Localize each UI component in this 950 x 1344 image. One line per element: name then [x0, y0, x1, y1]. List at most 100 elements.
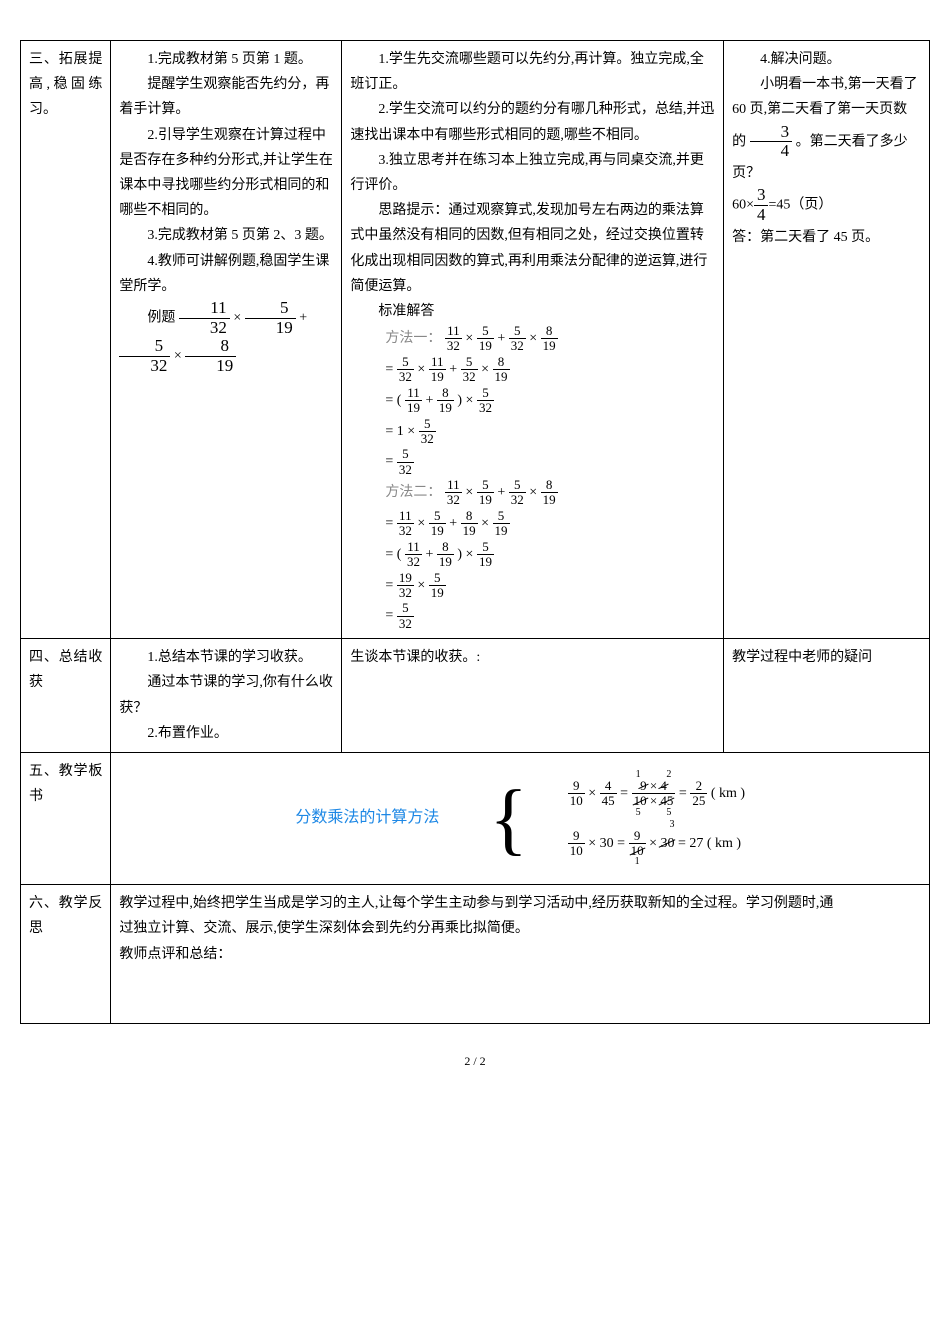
section4-teacher: 1.总结本节课的学习收获。 通过本节课的学习,你有什么收获？ 2.布置作业。 — [111, 639, 342, 753]
m1-f6: 1119 — [429, 355, 446, 385]
m1-label: 方法一： — [385, 331, 441, 346]
m2-f14: 532 — [397, 601, 414, 631]
bl2-sn30: 30 — [660, 827, 674, 861]
frac-3-4: 34 — [750, 123, 793, 161]
s3s-p2: 2.学生交流可以约分的题约分有哪几种形式，总结,并迅速找出课本中有哪些形式相同的… — [350, 97, 715, 147]
m1-f2: 519 — [477, 324, 494, 354]
s3p-eq-suf: =45（页） — [768, 198, 832, 213]
section6-content: 教学过程中,始终把学生当成是学习的主人,让每个学生主动参与到学习活动中,经历获取… — [111, 885, 930, 1024]
m1-f7: 532 — [461, 355, 478, 385]
s3s-p1: 1.学生先交流哪些题可以先约分,再计算。独立完成,全班订正。 — [350, 47, 715, 97]
m1-line5: = 532 — [385, 447, 715, 478]
board-wrap: 分数乘法的计算方法 { 910 × 445 = 1 2 9 × 4 10 — [119, 769, 921, 868]
m1-f13: 532 — [397, 447, 414, 477]
section6-label: 六、教学反思 — [21, 885, 111, 1024]
m1-f9: 1119 — [405, 386, 422, 416]
bl1-f1: 910 — [568, 779, 585, 809]
bl2-bot: 1 — [635, 850, 640, 874]
m1-f8: 819 — [493, 355, 510, 385]
m2-f1: 1132 — [445, 478, 462, 508]
m1-f1: 1132 — [445, 324, 462, 354]
s3t-p4: 3.完成教材第 5 页第 2、3 题。 — [119, 223, 333, 248]
bl1-unit: ( km ) — [711, 786, 745, 801]
frac-3-4b: 34 — [754, 186, 769, 224]
m1-f5: 532 — [397, 355, 414, 385]
m1-line4: = 1 × 532 — [385, 417, 715, 448]
s6-p3: 教师点评和总结： — [119, 942, 921, 967]
m2-line2: = 1132 × 519 + 819 × 519 — [385, 509, 715, 540]
s4t-p1: 1.总结本节课的学习收获。 — [119, 645, 333, 670]
m1-f4: 819 — [541, 324, 558, 354]
m1-f11: 532 — [477, 386, 494, 416]
example-prefix: 例题 — [147, 310, 175, 325]
page-number: 2 / 2 — [20, 1054, 930, 1069]
bl2-30: 30 — [600, 836, 614, 851]
method2: 方法二： 1132 × 519 + 532 × 819 = 1132 × 519… — [385, 478, 715, 632]
m2-line5: = 532 — [385, 601, 715, 632]
bl1-f3: 225 — [690, 779, 707, 809]
s6-p2: 过独立计算、交流、展示,使学生深刻体会到先约分再乘比拟简便。 — [119, 916, 921, 941]
m2-f3: 532 — [509, 478, 526, 508]
section4-student: 生谈本节课的收获。: — [342, 639, 724, 753]
m2-f5: 1132 — [397, 509, 414, 539]
frac-5-32: 532 — [119, 337, 170, 375]
m1-f12: 532 — [419, 417, 436, 447]
frac-8-19: 819 — [185, 337, 236, 375]
board-brace-icon: { — [489, 779, 527, 859]
row-section5: 五、教学板书 分数乘法的计算方法 { 910 × 445 = 1 2 — [21, 752, 930, 884]
section5-label: 五、教学板书 — [21, 752, 111, 884]
m2-line1: 方法二： 1132 × 519 + 532 × 819 — [385, 478, 715, 509]
m1-line1: 方法一： 1132 × 519 + 532 × 819 — [385, 324, 715, 355]
bl1-f2: 445 — [600, 779, 617, 809]
section5-board: 分数乘法的计算方法 { 910 × 445 = 1 2 9 × 4 10 — [111, 752, 930, 884]
m2-f2: 519 — [477, 478, 494, 508]
board-title: 分数乘法的计算方法 — [295, 804, 439, 833]
s3s-ans-label: 标准解答 — [350, 299, 715, 324]
board-math: 910 × 445 = 1 2 9 × 4 10 × 45 5 5 — [568, 769, 745, 868]
row-section6: 六、教学反思 教学过程中,始终把学生当成是学习的主人,让每个学生主动参与到学习活… — [21, 885, 930, 1024]
s6-blank — [119, 967, 921, 1017]
s3t-p5: 4.教师可讲解例题,稳固学生课堂所学。 — [119, 249, 333, 299]
s3p-eq-pre: 60× — [732, 198, 754, 213]
m2-f11: 519 — [477, 540, 494, 570]
s3t-p2: 提醒学生观察能否先约分，再着手计算。 — [119, 72, 333, 122]
m1-f3: 532 — [509, 324, 526, 354]
m1-line2: = 532 × 1119 + 532 × 819 — [385, 355, 715, 386]
s3t-p3: 2.引导学生观察在计算过程中是否存在多种约分形式,并让学生在课本中寻找哪些约分形… — [119, 123, 333, 224]
s3t-example: 例题 1132 × 519 + 532 × 819 — [119, 299, 333, 376]
bl2-eq27: = 27 ( km ) — [678, 836, 741, 851]
m2-f13: 519 — [429, 571, 446, 601]
m2-f12: 1932 — [397, 571, 414, 601]
board-line1: 910 × 445 = 1 2 9 × 4 10 × 45 5 5 — [568, 769, 745, 819]
bl1-sn4: 4 — [660, 779, 667, 793]
m2-f8: 519 — [493, 509, 510, 539]
bl2-cancel2: 3 30 — [660, 819, 674, 869]
board-line2: 910 × 30 = 910 1 × 3 30 = 27 ( km ) — [568, 819, 745, 869]
m2-f9: 1132 — [405, 540, 422, 570]
row-section3: 三、拓展提高,稳固练习。 1.完成教材第 5 页第 1 题。 提醒学生观察能否先… — [21, 41, 930, 639]
s6-p1: 教学过程中,始终把学生当成是学习的主人,让每个学生主动参与到学习活动中,经历获取… — [119, 891, 921, 916]
bl1-cancel: 1 2 9 × 4 10 × 45 5 5 — [632, 769, 676, 819]
m2-f10: 819 — [437, 540, 454, 570]
method1: 方法一： 1132 × 519 + 532 × 819 = 532 × 1119… — [385, 324, 715, 478]
s3s-p4: 思路提示：通过观察算式,发现加号左右两边的乘法算式中虽然没有相同的因数,但有相同… — [350, 198, 715, 299]
row-section4: 四、总结收获 1.总结本节课的学习收获。 通过本节课的学习,你有什么收获？ 2.… — [21, 639, 930, 753]
frac-11-32: 1132 — [179, 299, 230, 337]
section3-practice: 4.解决问题。 小明看一本书,第一天看了60 页,第二天看了第一天页数的 34 … — [724, 41, 930, 639]
bl2-f1: 910 — [568, 829, 585, 859]
section3-teacher: 1.完成教材第 5 页第 1 题。 提醒学生观察能否先约分，再着手计算。 2.引… — [111, 41, 342, 639]
lesson-plan-table: 三、拓展提高,稳固练习。 1.完成教材第 5 页第 1 题。 提醒学生观察能否先… — [20, 40, 930, 1024]
m2-line4: = 1932 × 519 — [385, 571, 715, 602]
frac-5-19: 519 — [245, 299, 296, 337]
s3p-p2: 小明看一本书,第一天看了60 页,第二天看了第一天页数的 34 。第二天看了多少… — [732, 72, 921, 186]
m2-label: 方法二： — [385, 485, 441, 500]
bl2-cancel: 910 1 — [629, 819, 646, 869]
m2-f4: 819 — [541, 478, 558, 508]
s3s-p3: 3.独立思考并在练习本上独立完成,再与同桌交流,并更行评价。 — [350, 148, 715, 198]
s3p-ans: 答：第二天看了 45 页。 — [732, 225, 921, 250]
m2-f7: 819 — [461, 509, 478, 539]
m2-f6: 519 — [429, 509, 446, 539]
bl1-sn9: 9 — [640, 779, 647, 793]
s3t-p1: 1.完成教材第 5 页第 1 题。 — [119, 47, 333, 72]
s4t-p2: 通过本节课的学习,你有什么收获？ — [119, 670, 333, 720]
